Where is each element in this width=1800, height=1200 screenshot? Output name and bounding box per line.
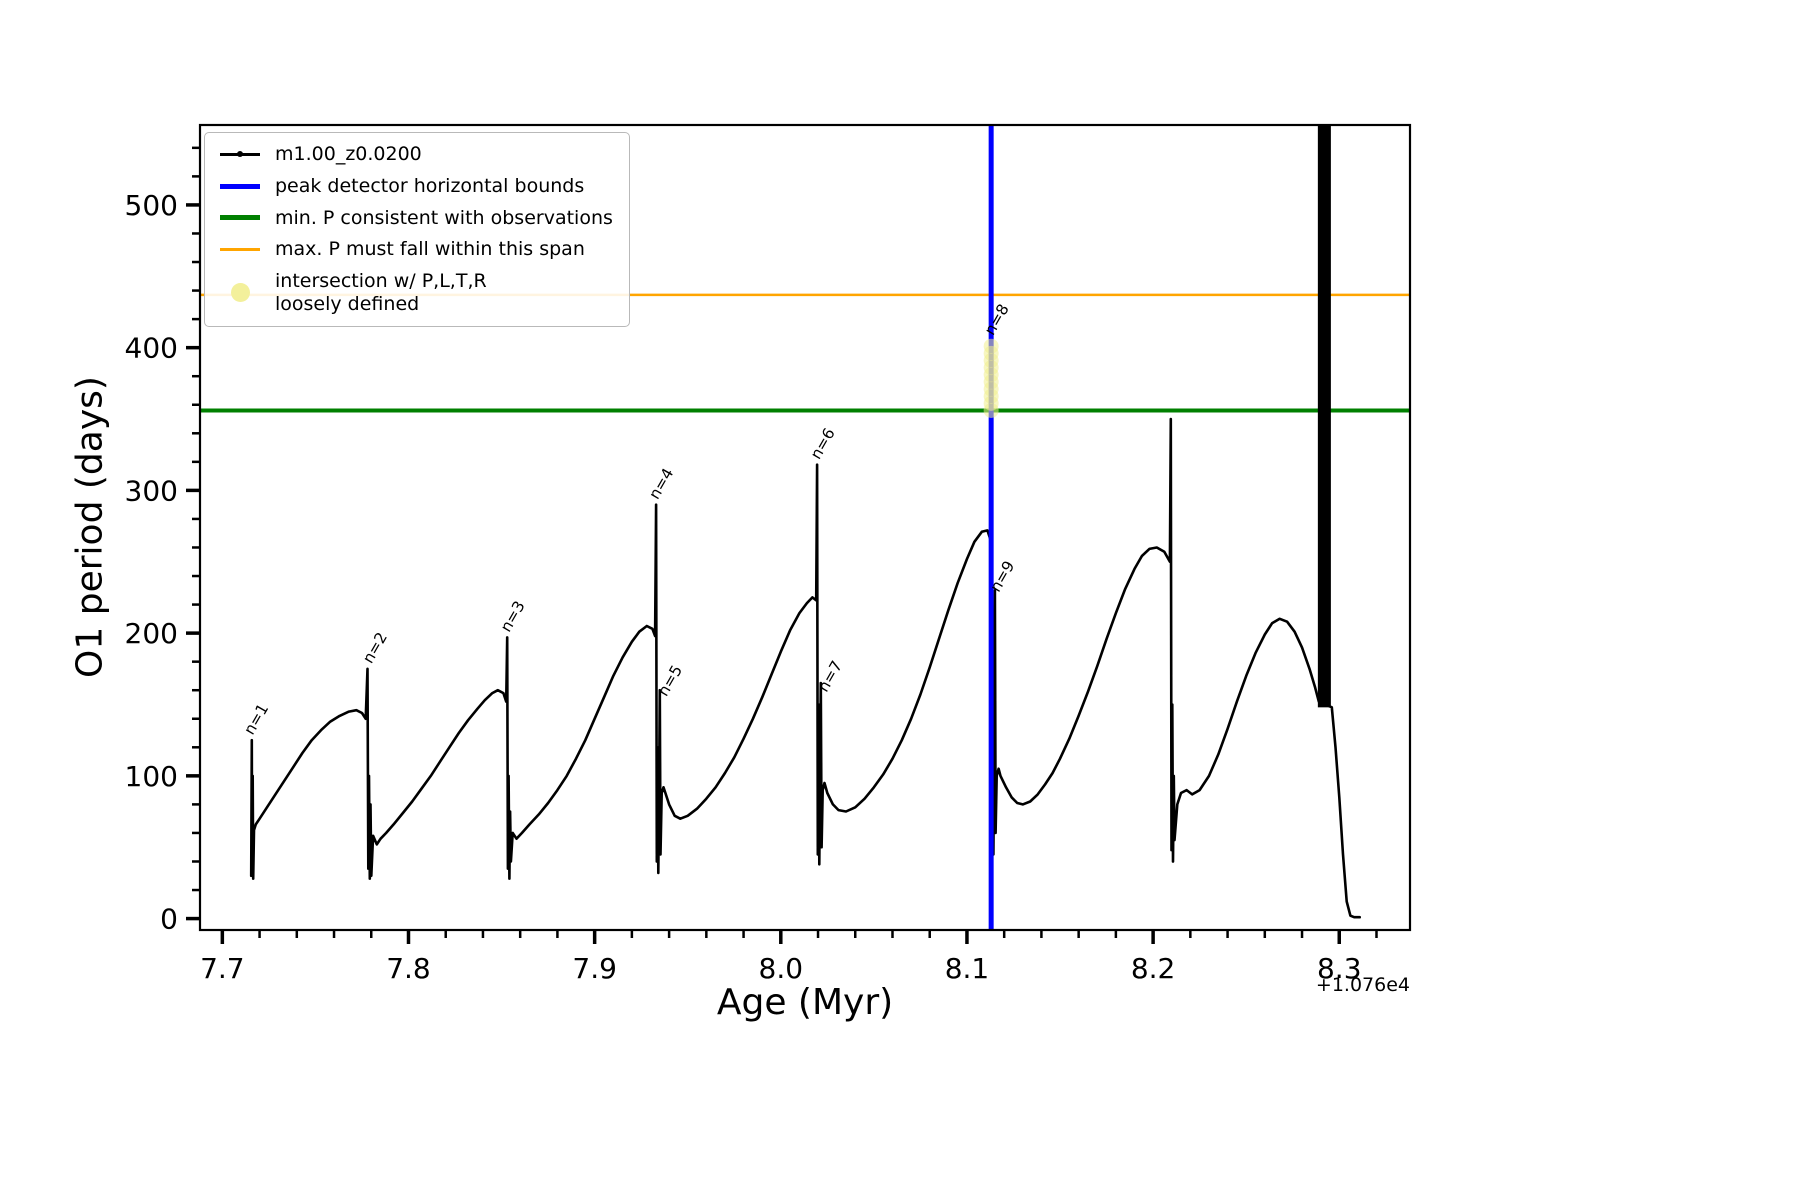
legend-label: m1.00_z0.0200	[275, 143, 422, 165]
annotation-n=1: n=1	[240, 701, 272, 738]
annotation-n=6: n=6	[807, 425, 839, 462]
yellow-circle-swatch	[217, 283, 263, 303]
y-tick-label: 0	[160, 903, 178, 936]
legend-item-min-p: min. P consistent with observations	[217, 207, 613, 230]
y-axis-label: O1 period (days)	[69, 376, 111, 678]
x-tick-label: 8.3	[1317, 952, 1362, 985]
x-tick-label: 7.7	[200, 952, 245, 985]
legend-label: max. P must fall within this span	[275, 238, 585, 261]
legend-item-peak-detector: peak detector horizontal bounds	[217, 175, 613, 198]
orange-line-swatch	[217, 248, 263, 252]
annotation-n=8: n=8	[981, 301, 1013, 338]
axes-frame	[198, 123, 1412, 932]
blue-line-swatch	[217, 183, 263, 189]
legend: m1.00_z0.0200 peak detector horizontal b…	[204, 132, 630, 327]
annotation-n=4: n=4	[645, 465, 677, 502]
x-tick-label: 7.8	[386, 952, 431, 985]
axis-ticks: 7.7 7.8 7.9 8.0 8.1 8.2 8.3 0 100 200 300 400 500	[125, 146, 1378, 985]
legend-item-max-p: max. P must fall within this span	[217, 238, 613, 261]
x-axis-label: Age (Myr)	[716, 982, 894, 1023]
legend-label: peak detector horizontal bounds	[275, 174, 585, 197]
annotation-n=7: n=7	[814, 658, 846, 695]
legend-label: min. P consistent with observations	[275, 206, 613, 229]
annotation-n=3: n=3	[497, 598, 529, 635]
y-tick-label: 500	[125, 189, 178, 222]
y-tick-label: 200	[125, 617, 178, 650]
x-tick-label: 7.9	[572, 952, 617, 985]
legend-item-series: m1.00_z0.0200	[217, 143, 613, 166]
x-tick-label: 8.2	[1131, 952, 1176, 985]
y-tick-label: 100	[125, 760, 178, 793]
annotation-n=2: n=2	[359, 629, 391, 666]
x-tick-label: 8.1	[945, 952, 990, 985]
y-tick-label: 300	[125, 474, 178, 507]
legend-label: intersection w/ P,L,T,R loosely defined	[275, 270, 487, 315]
series-line-swatch	[217, 151, 263, 158]
dense-oscillation-band	[1317, 125, 1331, 708]
green-line-swatch	[217, 215, 263, 221]
x-axis-offset-label: +1.076e4	[1315, 974, 1410, 996]
series-line	[249, 339, 1361, 919]
x-tick-label: 8.0	[759, 952, 804, 985]
legend-item-intersection: intersection w/ P,L,T,R loosely defined	[217, 270, 613, 316]
intersection-marker-dot	[983, 338, 999, 354]
annotation-n=5: n=5	[654, 662, 686, 699]
y-tick-label: 400	[125, 332, 178, 365]
